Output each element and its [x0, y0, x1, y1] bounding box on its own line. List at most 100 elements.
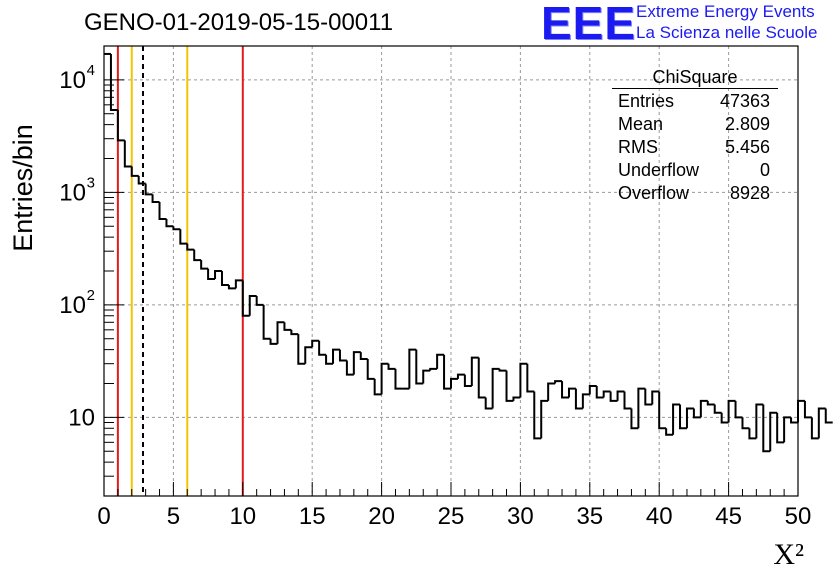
histogram-bin — [651, 390, 660, 405]
y-axis-label: Entries/bin — [8, 124, 38, 252]
histogram-bin — [588, 385, 597, 395]
histogram-bin — [241, 280, 250, 317]
histogram-bin — [463, 374, 472, 388]
histogram-bin — [262, 304, 271, 340]
histogram-bin — [172, 226, 181, 231]
histogram-bin — [776, 412, 785, 444]
histogram-bin — [151, 194, 160, 204]
stats-value: 2.809 — [724, 114, 770, 134]
histogram-bin — [109, 53, 118, 111]
histogram-bin — [769, 411, 778, 452]
histogram-bin — [706, 400, 715, 406]
histogram-bin — [387, 363, 396, 370]
histogram-bin — [450, 377, 458, 389]
histogram-bin — [477, 357, 486, 399]
histogram-bin — [297, 334, 306, 365]
stats-value: 5.456 — [724, 137, 770, 157]
stats-value: 8928 — [729, 183, 770, 203]
histogram-bin — [741, 417, 750, 430]
histogram-bin — [311, 339, 320, 348]
x-tick-label: 0 — [97, 503, 110, 530]
histogram-bin — [616, 390, 625, 401]
x-tick-label: 45 — [715, 503, 742, 530]
histogram-bin — [123, 140, 132, 168]
histogram-bin — [380, 362, 389, 395]
histogram-bin — [581, 393, 590, 409]
histogram-bin — [637, 387, 646, 429]
histogram-bin — [533, 391, 542, 440]
x-tick-label: 10 — [229, 503, 256, 530]
histogram-bin — [269, 338, 278, 345]
y-tick-exponent: 2 — [87, 287, 95, 304]
histogram-bin — [422, 369, 431, 384]
histogram-bin — [540, 399, 549, 439]
histogram-bin — [699, 399, 708, 418]
histogram-bin — [748, 428, 757, 440]
x-axis-label: X² — [773, 538, 804, 571]
histogram-bin — [609, 391, 618, 402]
stats-label: Mean — [618, 114, 664, 134]
stats-label: Underflow — [618, 160, 700, 180]
histogram-bin — [234, 279, 243, 289]
logo-line-2: La Scienza nelle Scuole — [636, 23, 818, 42]
histogram-bin — [193, 249, 202, 262]
histogram-bin — [824, 408, 833, 424]
x-tick-label: 50 — [785, 503, 812, 530]
histogram-bin — [137, 175, 146, 185]
histogram-bin — [783, 416, 792, 443]
histogram-bin — [214, 270, 222, 279]
histogram-bin — [116, 109, 125, 142]
histogram-bin — [720, 412, 729, 424]
x-tick-label: 15 — [299, 503, 326, 530]
stats-row-entries: Entries 47363 — [612, 90, 778, 113]
histogram-bin — [803, 400, 812, 419]
histogram-bin — [304, 346, 313, 364]
histogram-bin — [338, 349, 347, 362]
histogram-bin — [672, 403, 681, 435]
stats-label: RMS — [618, 137, 658, 157]
histogram-bin — [220, 271, 229, 287]
histogram-bin — [644, 388, 653, 406]
histogram-bin — [727, 399, 736, 423]
histogram-bin — [561, 381, 569, 399]
histogram-bin — [165, 218, 174, 228]
histogram-bin — [574, 388, 583, 410]
histogram-bin — [186, 243, 195, 251]
stats-row-underflow: Underflow 0 — [612, 159, 778, 182]
histogram-bin — [685, 407, 694, 429]
logo-line-1: Extreme Energy Events — [636, 2, 815, 21]
stats-label: Overflow — [618, 183, 690, 203]
histogram-bin — [359, 352, 368, 361]
histogram-bin — [345, 360, 354, 376]
histogram-bin — [276, 321, 285, 344]
histogram-bin — [248, 294, 257, 316]
stats-row-overflow: Overflow 8928 — [612, 182, 778, 205]
stats-value: 47363 — [719, 91, 770, 111]
histogram-bin — [498, 368, 507, 372]
histogram-bin — [692, 408, 701, 419]
x-tick-label: 35 — [576, 503, 603, 530]
marker-lines — [116, 46, 244, 496]
histogram-bin — [408, 348, 417, 389]
histogram-bin — [158, 202, 167, 220]
histogram-bin — [415, 349, 424, 385]
stats-value: 0 — [759, 160, 770, 180]
histogram-bin — [602, 390, 611, 398]
x-tick-label: 40 — [646, 503, 673, 530]
histogram-bin — [179, 229, 188, 245]
histogram-bin — [554, 380, 563, 384]
histogram-bin — [665, 428, 674, 436]
histogram-bin — [227, 285, 236, 290]
histogram-bin — [623, 391, 632, 410]
y-tick-label: 10 — [59, 67, 86, 94]
histogram-bin — [207, 268, 216, 280]
histogram-bin — [713, 404, 722, 414]
histogram-bin — [484, 397, 493, 410]
histogram-bin — [290, 329, 299, 336]
stats-rows: Entries 47363 Mean 2.809 RMS 5.456 Underflow 0 O… — [612, 90, 778, 205]
histogram-bin — [325, 354, 334, 365]
histogram-bin — [443, 354, 451, 390]
histogram-bin — [470, 356, 479, 387]
